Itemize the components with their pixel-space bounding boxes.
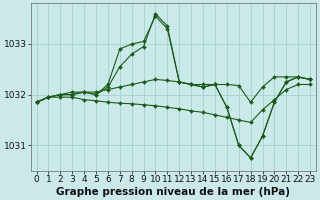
X-axis label: Graphe pression niveau de la mer (hPa): Graphe pression niveau de la mer (hPa) (56, 187, 290, 197)
